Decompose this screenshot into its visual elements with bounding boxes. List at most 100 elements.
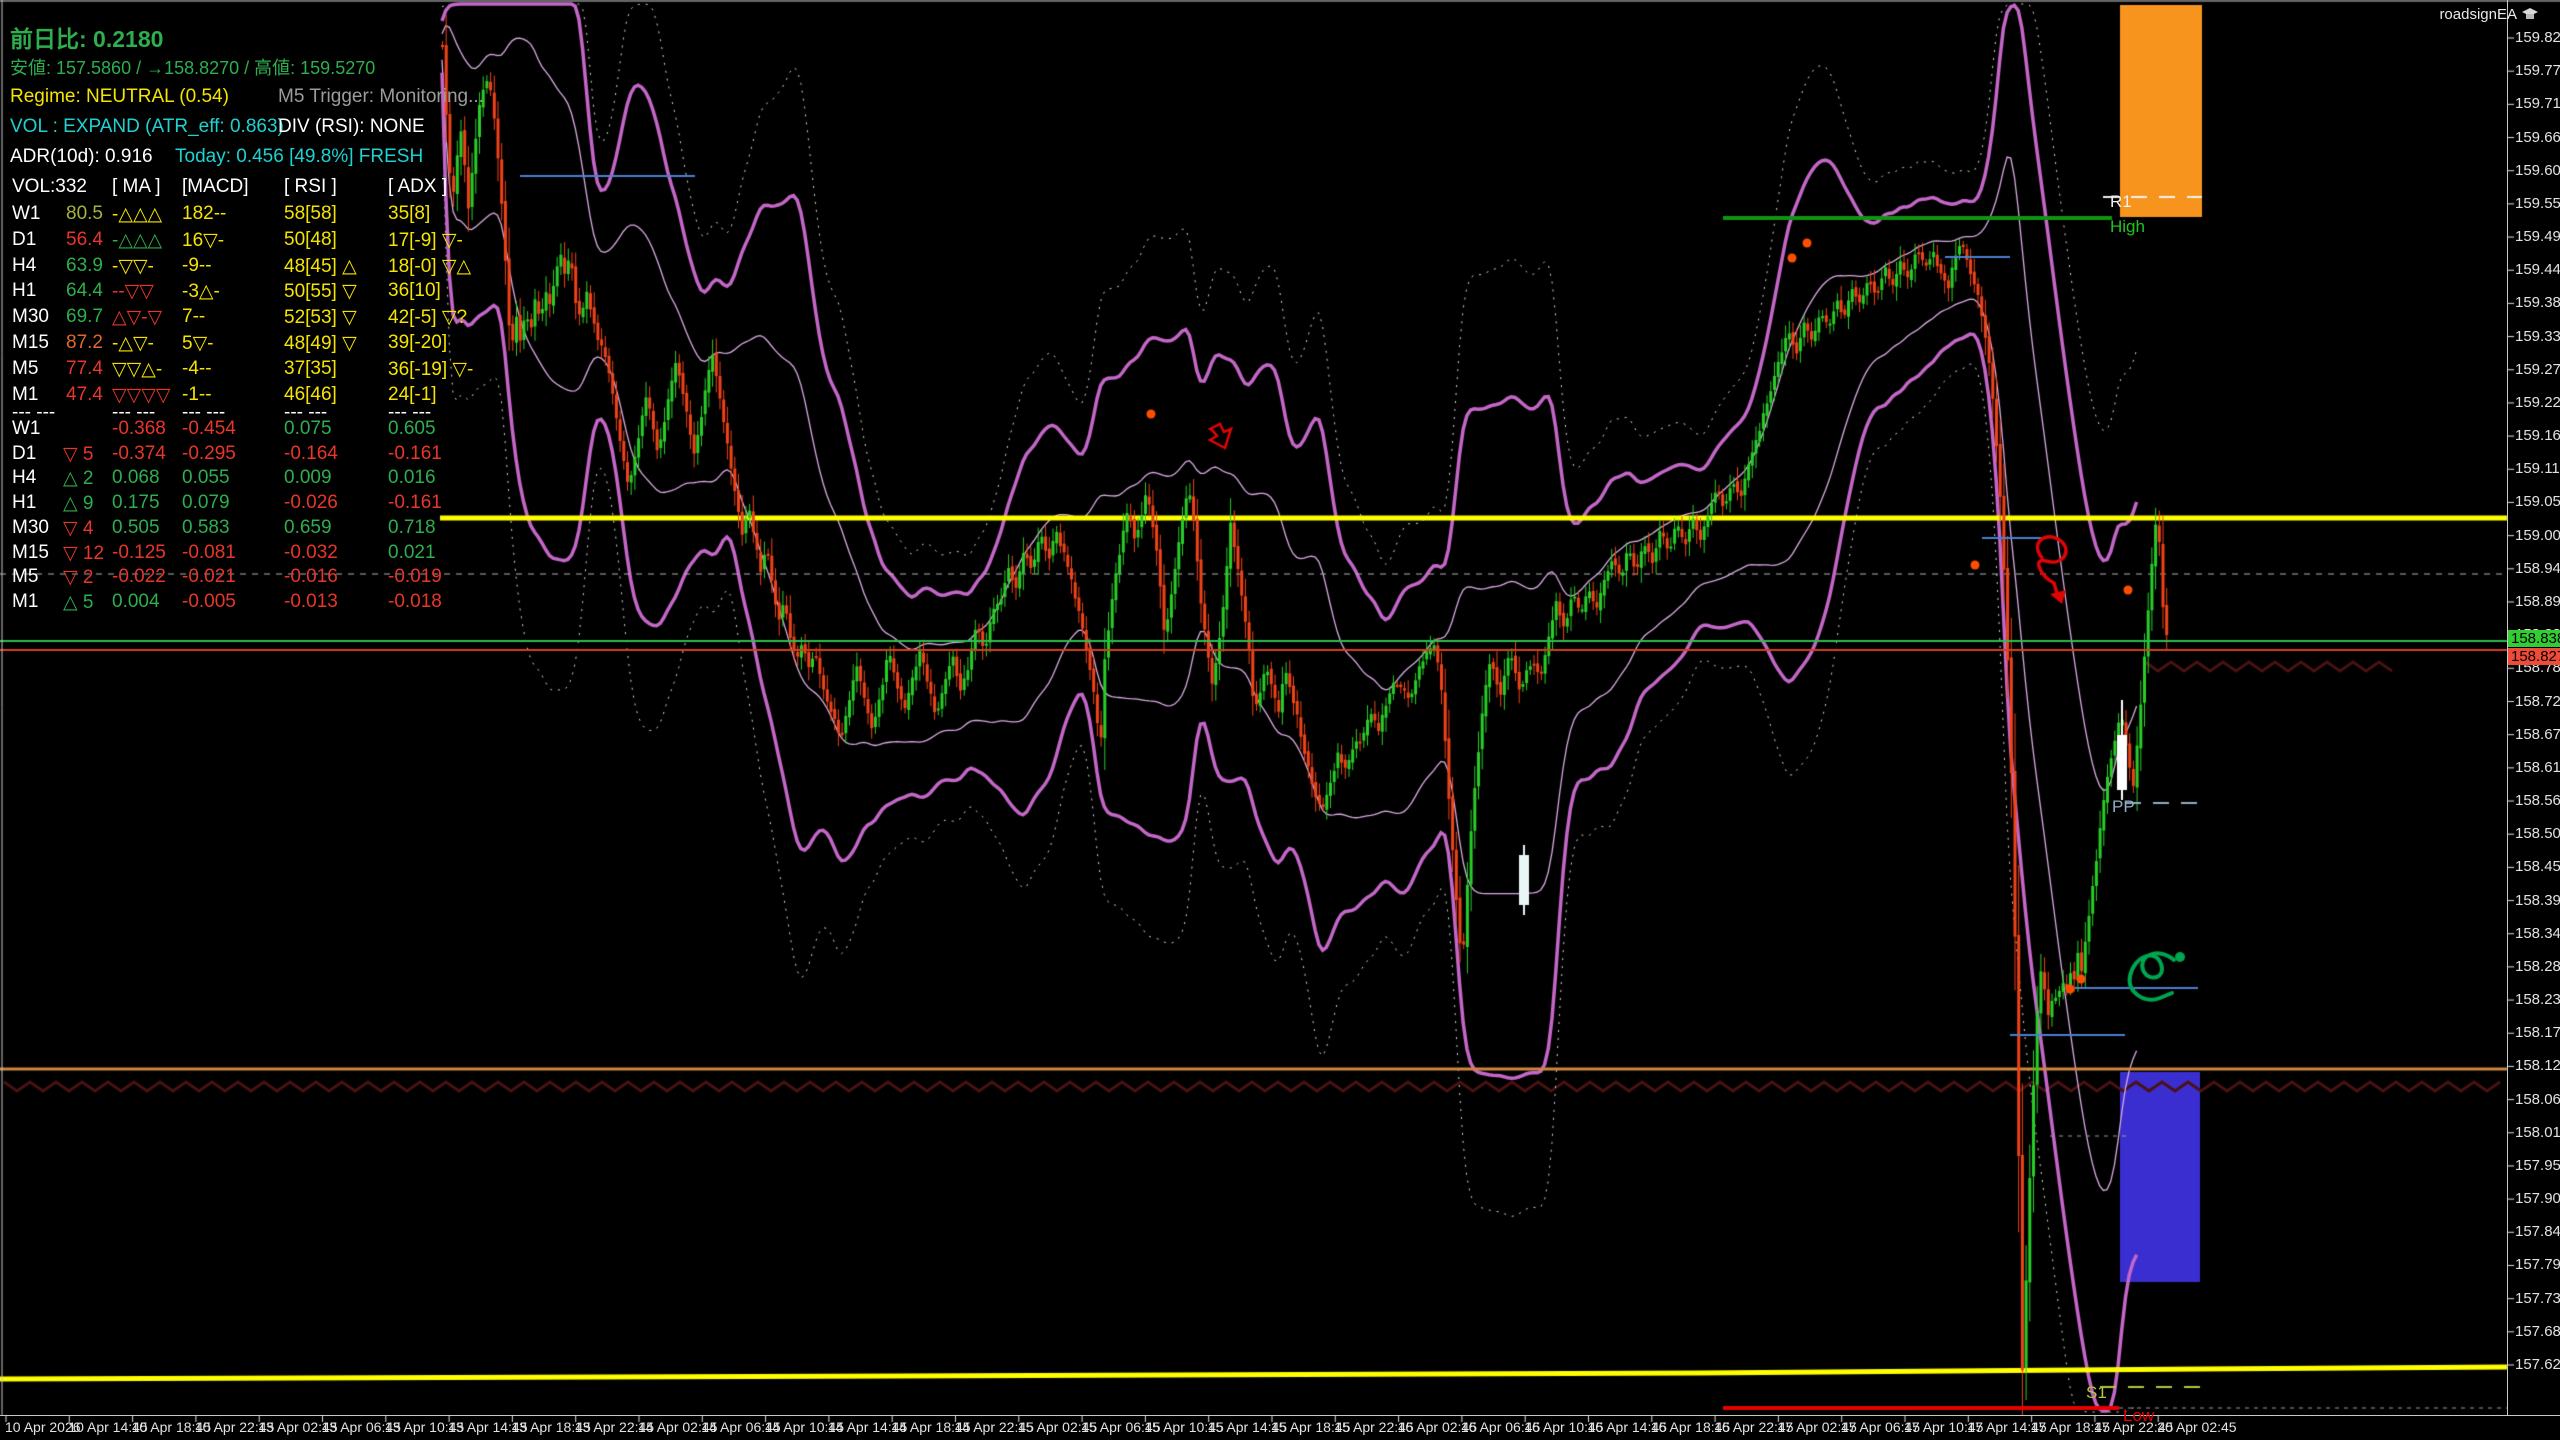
- ma-value: ▽▽▽▽: [112, 384, 171, 406]
- price-axis[interactable]: 159.825 159.770 159.715 159.660 159.605 159.5…: [2507, 0, 2560, 1415]
- delta-value: -0.018: [388, 590, 442, 612]
- delta-value: -0.295: [182, 442, 236, 464]
- price-tick-label: 159.550: [2515, 194, 2560, 212]
- adr-value: ADR(10d): 0.916: [10, 146, 153, 167]
- rsi-value: 50[55] ▽: [284, 281, 357, 303]
- price-tick-label: 159.440: [2515, 261, 2560, 279]
- delta-value: 0.718: [388, 516, 436, 538]
- vol-value: 87.2: [66, 332, 103, 353]
- bar-change-value: ▽ 2: [63, 567, 94, 589]
- time-axis[interactable]: 10 Apr 2026 10 Apr 14:45 10 Apr 18:45 10 Ap…: [0, 1416, 2560, 1440]
- adx-value: 39[-20]: [388, 332, 448, 353]
- price-tick-label: 158.450: [2515, 858, 2560, 876]
- matrix-header: [ ADX ]: [388, 176, 448, 197]
- tf-label: M5: [12, 566, 39, 588]
- prev-day-change: 前日比: 0.2180: [10, 26, 164, 52]
- price-tick-label: 158.725: [2515, 692, 2560, 710]
- delta-value: -0.125: [112, 541, 166, 563]
- separator-dashes: --- ---: [112, 402, 156, 423]
- bar-change-value: ▽ 4: [63, 517, 94, 539]
- ma-value: ▽▽△-: [112, 358, 163, 380]
- price-tick-label: 158.120: [2515, 1057, 2560, 1075]
- matrix-header-row: VOL:332 [ MA ] [MACD] [ RSI ] [ ADX ]: [10, 176, 530, 200]
- tf-label: M15: [12, 332, 49, 353]
- tf-label: M5: [12, 357, 39, 379]
- delta-value: -0.374: [112, 442, 166, 464]
- delta-value: 0.605: [388, 418, 436, 439]
- time-tick-label: 17 Apr 02:45: [1777, 1419, 1857, 1435]
- price-tick-label: 158.945: [2515, 559, 2560, 577]
- time-tick-label: 10 Apr 14:45: [68, 1419, 148, 1435]
- price-tick-label: 159.275: [2515, 360, 2560, 378]
- graduation-cap-icon: [2522, 7, 2538, 19]
- axis-separator-vertical: [2507, 0, 2508, 1415]
- delta-value: 0.016: [388, 467, 436, 489]
- tf-label: M1: [12, 383, 39, 405]
- volatility-status: VOL : EXPAND (ATR_eff: 0.863): [10, 116, 284, 137]
- rsi-value: 58[58]: [284, 203, 337, 224]
- delta-value: -0.021: [182, 566, 236, 588]
- macd-value: -4--: [182, 357, 212, 379]
- delta-value: 0.079: [182, 492, 230, 514]
- price-tick-label: 159.110: [2515, 460, 2560, 478]
- delta-value: -0.161: [388, 492, 442, 514]
- ma-value: -△△△: [112, 204, 163, 225]
- label-pp: PP: [2112, 797, 2135, 816]
- price-tick-label: 157.625: [2515, 1356, 2560, 1373]
- delta-value: -0.081: [182, 541, 236, 563]
- price-tick-label: 159.495: [2515, 228, 2560, 246]
- delta-value: 0.175: [112, 492, 160, 514]
- price-tick-label: 158.560: [2515, 792, 2560, 810]
- rsi-value: 48[45] △: [284, 255, 357, 277]
- matrix-row-m1: M1 47.4 ▽▽▽▽ -1-- 46[46] 24[-1]: [10, 384, 530, 408]
- time-tick-label: 16 Apr 14:45: [1587, 1419, 1667, 1435]
- delta-value: -0.161: [388, 442, 442, 464]
- ask-price-badge: 158.827: [2508, 648, 2560, 665]
- macd-value: 182--: [182, 203, 227, 224]
- price-tick-label: 159.330: [2515, 327, 2560, 345]
- tf-label: M15: [12, 541, 49, 563]
- ea-name-label: roadsignEA: [2439, 6, 2517, 23]
- axis-separator-horizontal: [0, 1415, 2560, 1416]
- price-tick-label: 157.955: [2515, 1156, 2560, 1174]
- time-tick-label: 15 Apr 22:45: [1334, 1419, 1414, 1435]
- regime-status: Regime: NEUTRAL (0.54): [10, 86, 229, 107]
- time-tick-label: 16 Apr 22:45: [1714, 1419, 1794, 1435]
- bar-change-value: △ 9: [63, 493, 94, 515]
- delta-value: -0.026: [284, 492, 338, 514]
- tf-label: D1: [12, 442, 37, 464]
- rsi-value: 52[53] ▽: [284, 307, 357, 329]
- delta-value: 0.659: [284, 516, 332, 538]
- separator-dashes: --- ---: [284, 402, 328, 423]
- time-tick-label: 10 Apr 2026: [5, 1419, 81, 1435]
- time-tick-label: 15 Apr 18:45: [1271, 1419, 1351, 1435]
- m5-trigger-status: M5 Trigger: Monitoring...: [278, 86, 484, 107]
- matrix-delta-row-m1: M1 △ 5 0.004 -0.005 -0.013 -0.018: [10, 591, 530, 615]
- time-tick-label: 16 Apr 02:45: [1397, 1419, 1477, 1435]
- ma-value: -△▽-: [112, 333, 154, 354]
- price-tick-label: 159.770: [2515, 62, 2560, 80]
- separator-dashes: --- ---: [388, 402, 432, 423]
- delta-value: -0.454: [182, 418, 236, 439]
- price-tick-label: 159.825: [2515, 29, 2560, 46]
- macd-value: 16▽-: [182, 229, 225, 251]
- delta-value: 0.068: [112, 467, 160, 489]
- vol-value: 56.4: [66, 228, 103, 250]
- price-tick-label: 158.340: [2515, 924, 2560, 942]
- vol-value: 64.4: [66, 280, 103, 302]
- vol-value: 77.4: [66, 357, 103, 379]
- delta-value: -0.013: [284, 590, 338, 612]
- delta-value: 0.021: [388, 541, 436, 563]
- price-tick-label: 159.055: [2515, 493, 2560, 511]
- price-tick-label: 159.660: [2515, 128, 2560, 146]
- time-tick-label: 14 Apr 14:45: [827, 1419, 908, 1435]
- low-open-high-values: 安値: 157.5860 / →158.8270 / 高値: 159.5270: [10, 58, 376, 78]
- time-tick-label: 13 Apr 10:45: [384, 1419, 465, 1435]
- tf-label: D1: [12, 228, 37, 250]
- price-tick-label: 158.395: [2515, 891, 2560, 909]
- matrix-header: [MACD]: [182, 176, 249, 197]
- time-tick-label: 15 Apr 14:45: [1207, 1419, 1288, 1435]
- time-tick-label: 17 Apr 06:45: [1840, 1419, 1921, 1435]
- vol-value: 47.4: [66, 383, 103, 405]
